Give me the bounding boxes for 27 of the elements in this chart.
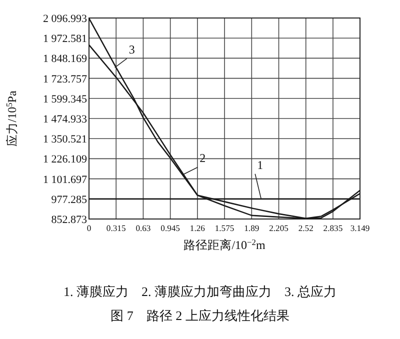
x-tick-label: 3.149	[350, 223, 370, 233]
x-tick-label: 2.205	[269, 223, 288, 233]
y-tick-label: 2 096.993	[43, 13, 88, 25]
x-tick-label: 0.63	[136, 223, 151, 233]
x-tick-label: 2.835	[323, 223, 343, 233]
y-tick-label: 1 848.169	[43, 53, 88, 66]
y-tick-label: 1 226.109	[43, 154, 88, 166]
y-tick-label: 1 972.581	[43, 33, 87, 46]
y-tick-label: 1 350.521	[43, 134, 87, 146]
annotation: 3	[128, 42, 135, 57]
text: 1. 薄膜应力 2. 薄膜应力加弯曲应力 3. 总应力	[64, 284, 336, 299]
x-tick-label: 0.315	[106, 223, 126, 233]
x-tick-label: 2.52	[298, 223, 314, 233]
x-tick-label: 1.575	[214, 223, 234, 233]
y-tick-label: 1 723.757	[43, 73, 88, 86]
x-tick-label: 0	[86, 223, 92, 233]
x-tick-label: 1.89	[244, 223, 260, 233]
text: 图 7 路径 2 上应力线性化结果	[110, 308, 290, 323]
x-tick-label: 0.945	[160, 223, 180, 233]
y-tick-label: 852.873	[51, 214, 88, 226]
x-axis-title: 路径距离/10$^{−2}$m	[184, 238, 266, 252]
y-tick-label: 1 101.697	[43, 174, 88, 186]
annotation: 1	[257, 158, 264, 172]
y-tick-label: 1 599.345	[43, 93, 88, 106]
y-tick-label: 1 474.933	[43, 114, 88, 126]
x-tick-label: 1.26	[190, 223, 206, 233]
y-tick-label: 977.285	[51, 194, 88, 206]
